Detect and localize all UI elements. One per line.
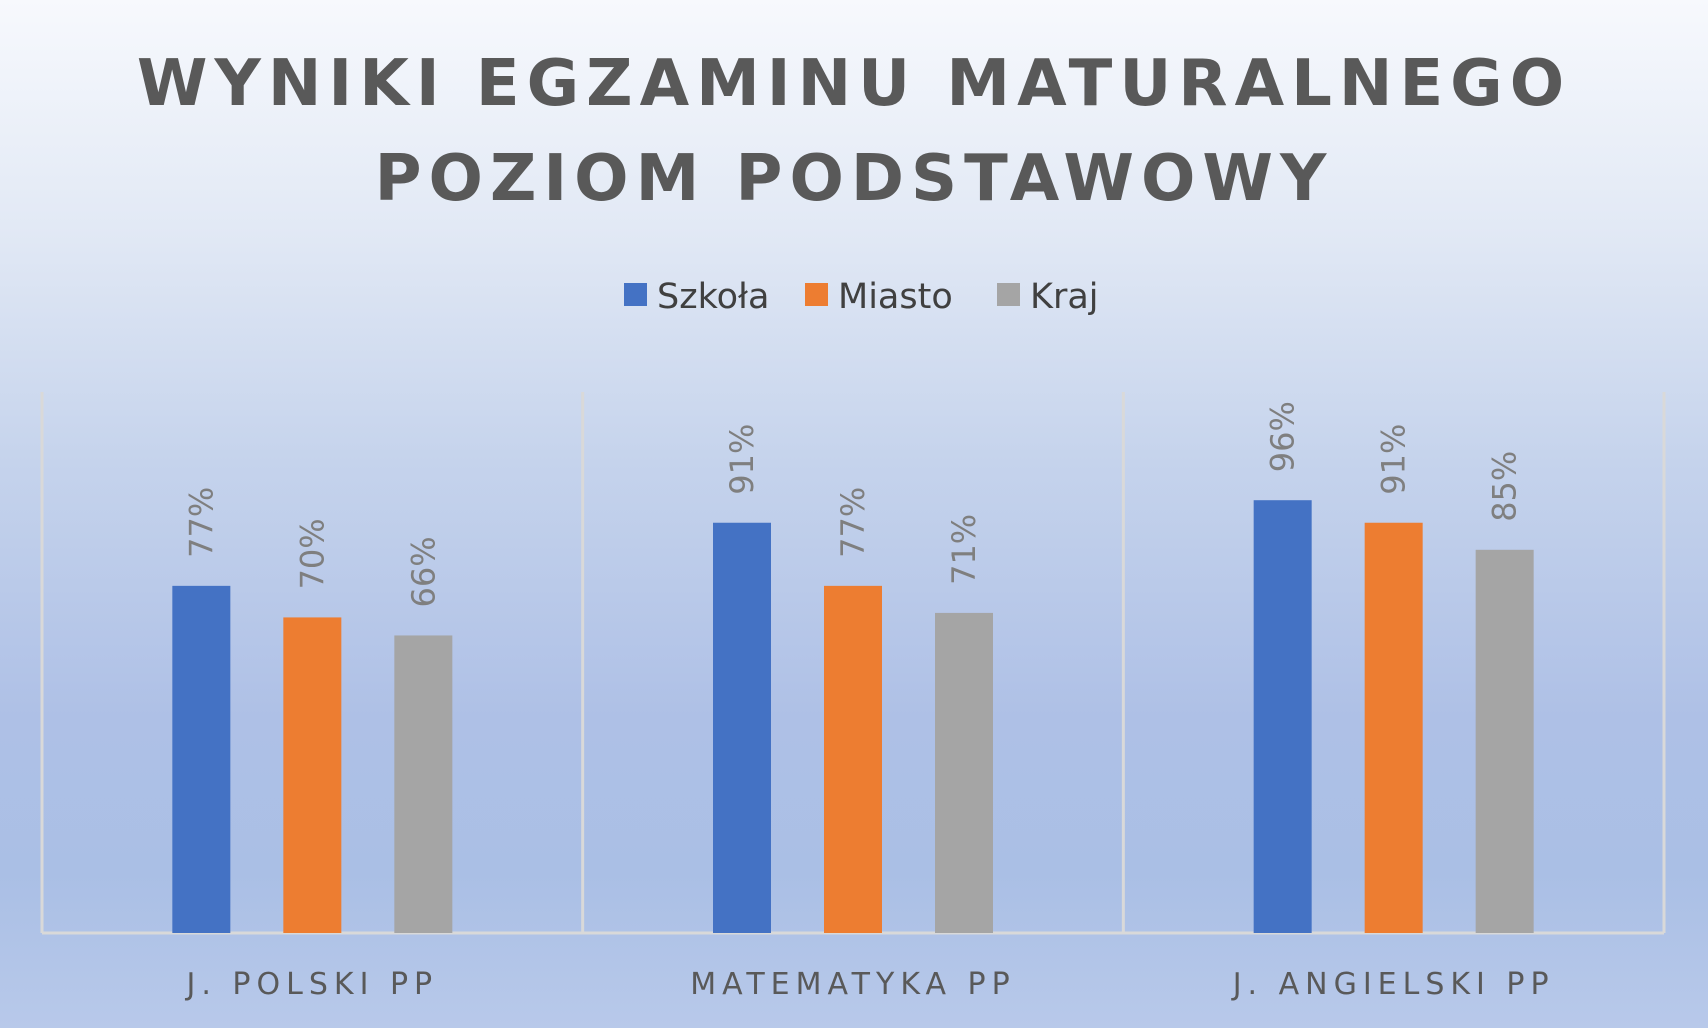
- legend-label-3: Kraj: [1030, 277, 1099, 317]
- bars-group: [172, 500, 1534, 933]
- bar-2-1: [713, 522, 771, 933]
- bar-3-1: [1253, 500, 1312, 933]
- legend-swatch-1: [624, 283, 647, 306]
- data-labels-group: 77% 70% 66% 91% 77% 71% 96% 91% 85%: [182, 401, 1523, 607]
- data-label-1-3: 66%: [404, 536, 442, 607]
- chart-title-line-2: POZIOM PODSTAWOWY: [375, 142, 1334, 216]
- chart-title-line-1: WYNIKI EGZAMINU MATURALNEGO: [137, 47, 1571, 121]
- category-label-1: J. POLSKI PP: [185, 967, 439, 1002]
- category-label-3: J. ANGIELSKI PP: [1231, 967, 1555, 1002]
- data-label-3-2: 91%: [1375, 424, 1413, 495]
- chart-legend: Szkoła Miasto Kraj: [624, 277, 1099, 317]
- bar-3-3: [1475, 549, 1534, 933]
- legend-label-2: Miasto: [838, 277, 953, 317]
- data-label-3-1: 96%: [1264, 401, 1302, 472]
- bar-1-1: [172, 585, 231, 933]
- legend-swatch-2: [805, 283, 828, 306]
- legend-label-1: Szkoła: [657, 277, 769, 317]
- data-label-1-1: 77%: [182, 487, 220, 558]
- bar-3-2: [1364, 522, 1423, 933]
- data-label-2-2: 77%: [834, 487, 872, 558]
- data-label-3-3: 85%: [1486, 451, 1524, 522]
- category-label-2: MATEMATYKA PP: [690, 967, 1015, 1002]
- bar-2-3: [935, 612, 993, 933]
- bar-2-2: [824, 585, 882, 933]
- bar-1-2: [283, 617, 342, 933]
- bar-1-3: [394, 635, 453, 933]
- legend-swatch-3: [997, 283, 1020, 306]
- data-label-2-3: 71%: [945, 514, 983, 585]
- category-labels-group: J. POLSKI PP MATEMATYKA PP J. ANGIELSKI PP: [185, 967, 1555, 1002]
- data-label-1-2: 70%: [293, 518, 331, 589]
- data-label-2-1: 91%: [723, 424, 761, 495]
